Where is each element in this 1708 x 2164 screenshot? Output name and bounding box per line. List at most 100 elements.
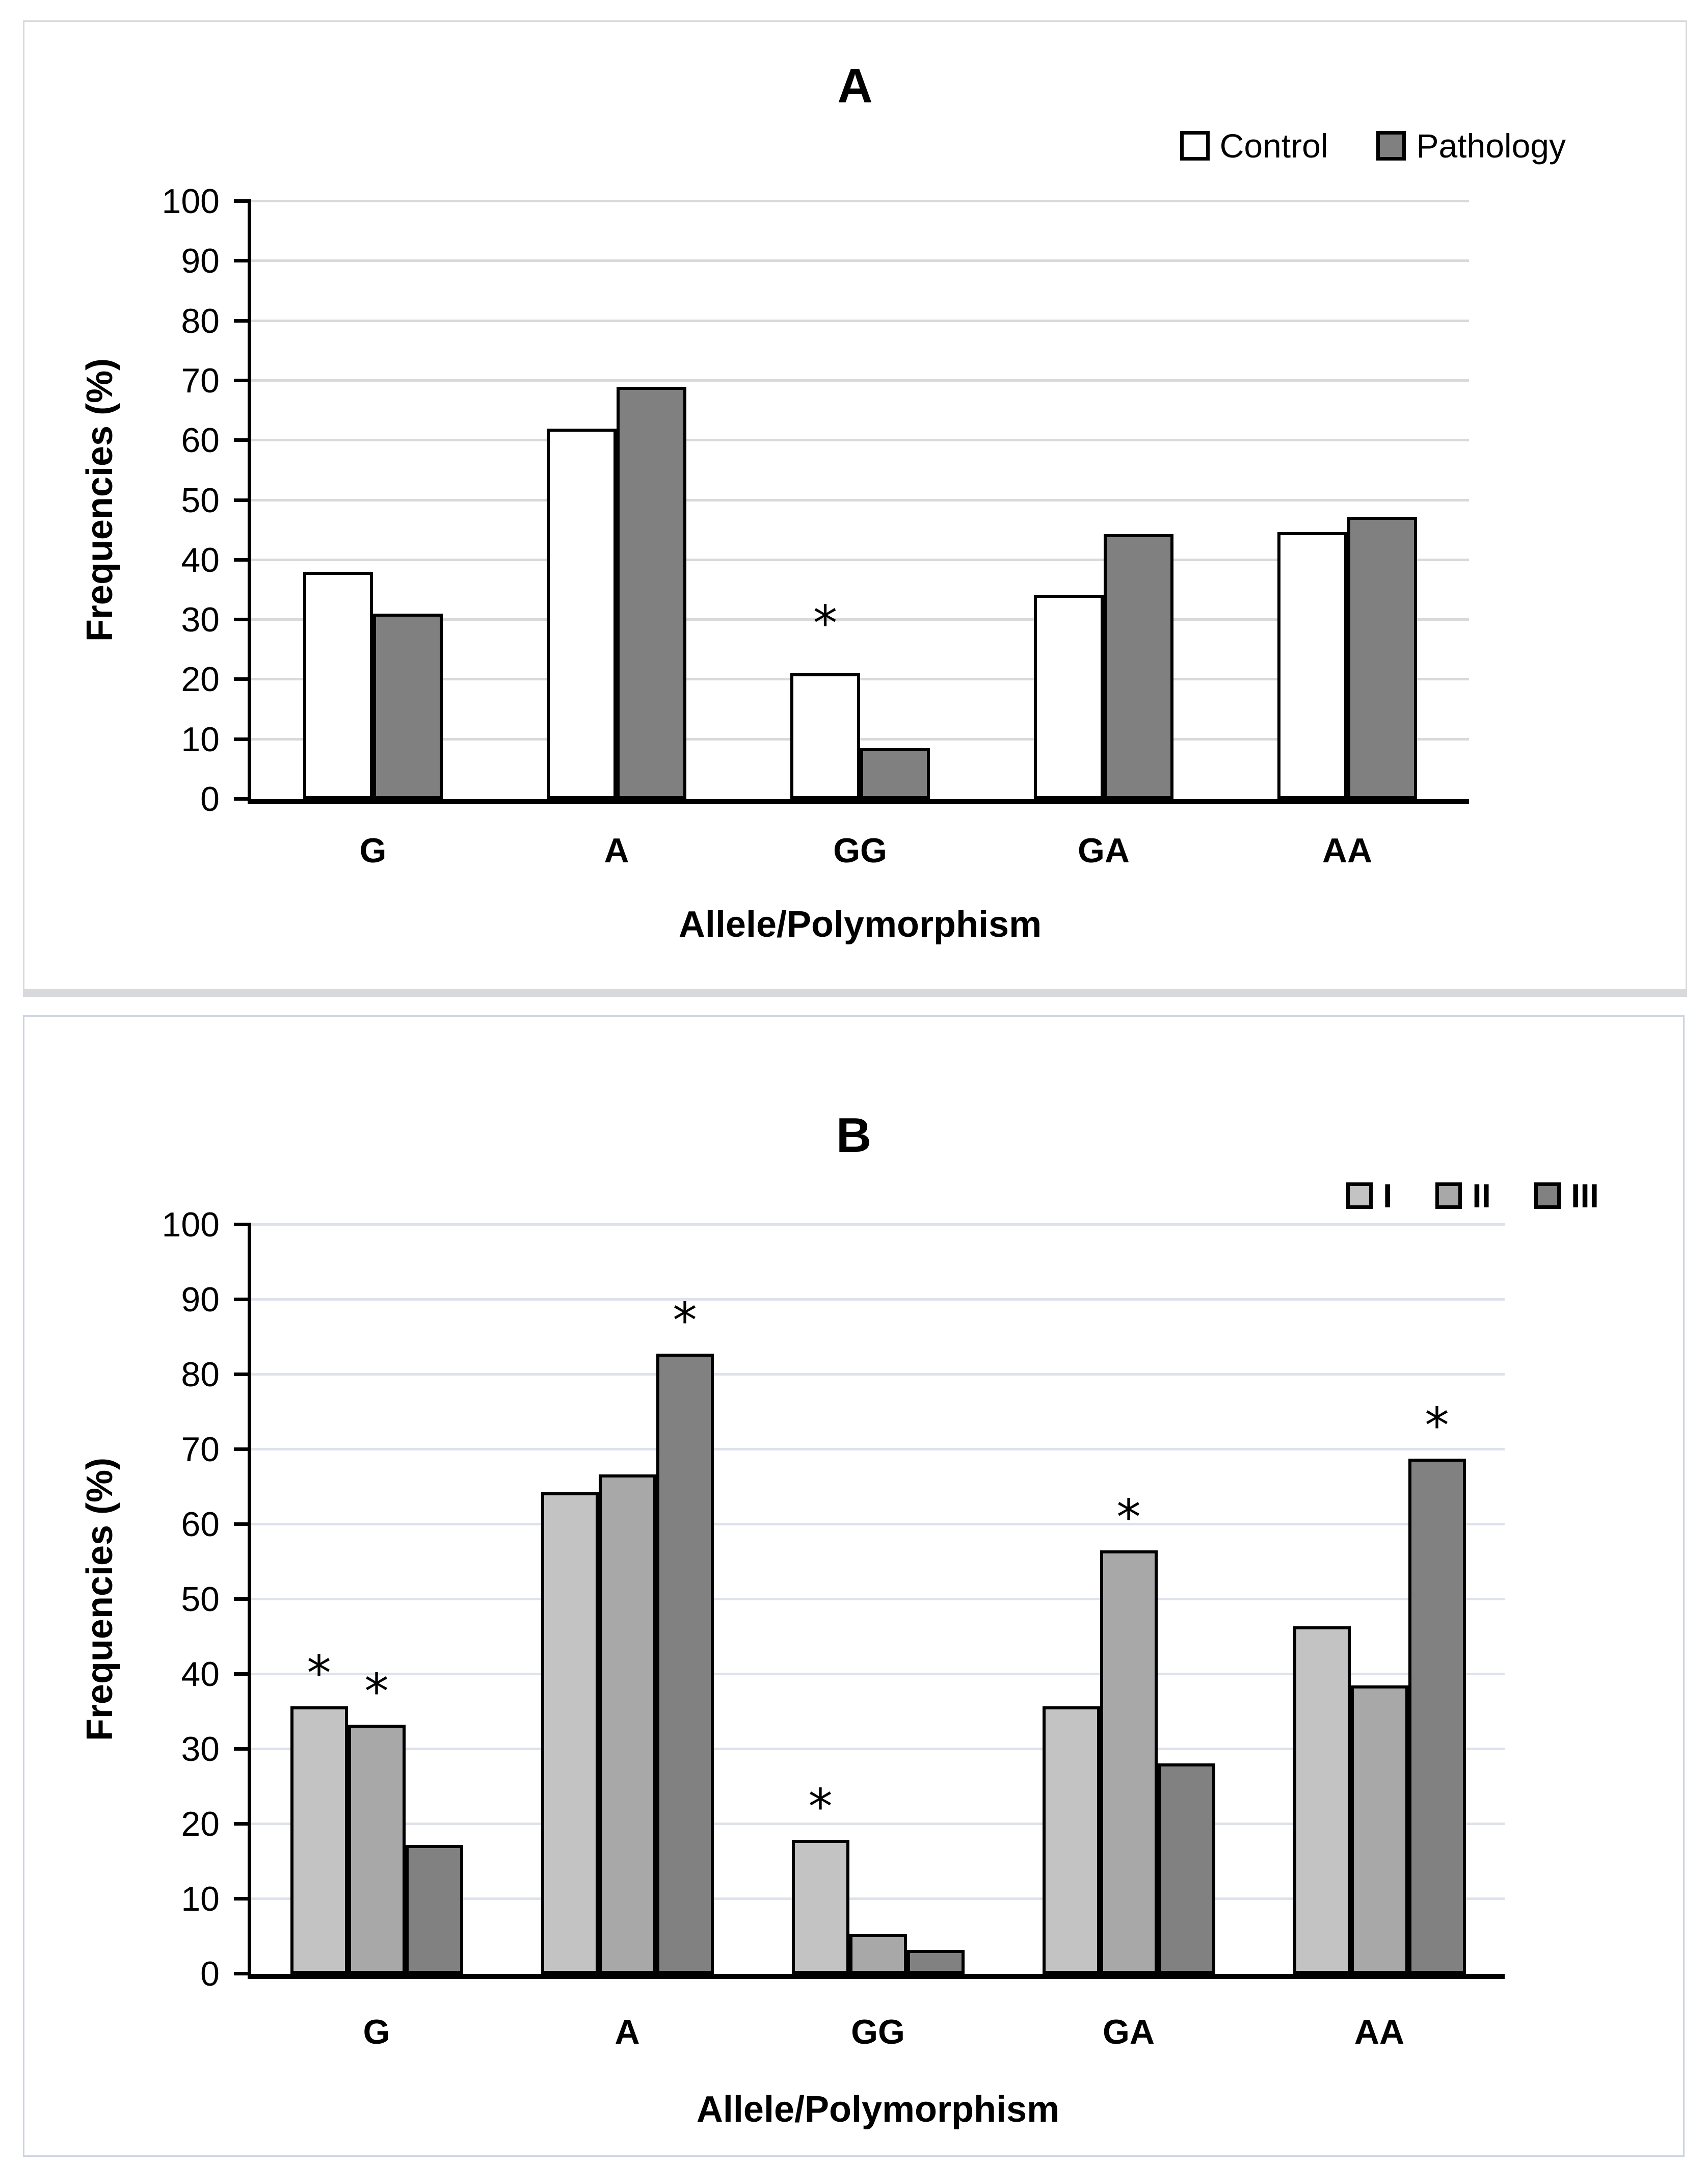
legend-item-III: III <box>1534 1179 1599 1212</box>
y-tickmark-60 <box>234 438 251 442</box>
category-label-A: A <box>615 2013 640 2051</box>
x-axis-line <box>248 799 1469 804</box>
bar-group-GG: * <box>753 1225 1003 1974</box>
legend-label-I: I <box>1382 1177 1393 1215</box>
legend-label-Pathology: Pathology <box>1416 127 1566 165</box>
bar-group-G <box>251 201 495 799</box>
bar-B-I-GG: * <box>791 1783 849 1974</box>
bar-B-III-A: * <box>656 1297 714 1974</box>
y-tickmark-90 <box>234 259 251 263</box>
y-tick-label-0: 0 <box>200 780 220 819</box>
significance-marker-G-II: * <box>364 1664 389 1720</box>
significance-marker-GG-I: * <box>808 1779 833 1835</box>
bar-groups: * * * * * * <box>251 1225 1505 1974</box>
y-tickmark-90 <box>234 1298 251 1301</box>
panel-b-title: B <box>836 1108 872 1163</box>
y-tickmark-100 <box>234 199 251 203</box>
y-tickmark-70 <box>234 1447 251 1451</box>
gridline-60 <box>251 1523 1505 1525</box>
bar-A-Pathology-GG <box>860 748 930 799</box>
y-tick-label-30: 30 <box>181 1730 220 1769</box>
y-tick-label-10: 10 <box>181 1880 220 1918</box>
y-tick-label-30: 30 <box>181 600 220 640</box>
y-axis-line <box>248 200 251 804</box>
bar-A-Pathology-GA <box>1104 534 1173 799</box>
category-label-G: G <box>359 831 387 870</box>
significance-marker-AA-III: * <box>1425 1397 1449 1454</box>
significance-marker-GA-II: * <box>1116 1490 1141 1546</box>
gridline-70 <box>251 379 1469 382</box>
gridline-80 <box>251 1373 1505 1376</box>
bar-A-Pathology-AA <box>1347 517 1417 799</box>
y-tickmark-70 <box>234 378 251 382</box>
y-tickmark-20 <box>234 1822 251 1826</box>
gridline-80 <box>251 319 1469 322</box>
y-tickmark-30 <box>234 618 251 622</box>
y-tickmark-0 <box>234 797 251 801</box>
bar-groups: * <box>251 201 1469 799</box>
panel-b-legend: I II III <box>1346 1179 1599 1212</box>
panel-a-plot-area: 0 10 20 30 40 50 60 70 80 90 100 * <box>162 184 1469 816</box>
y-tickmark-80 <box>234 1373 251 1376</box>
bar-B-II-GA: * <box>1100 1494 1158 1974</box>
y-tick-label-90: 90 <box>181 242 220 281</box>
gridline-20 <box>251 1823 1505 1825</box>
bar-B-II-GG <box>849 1934 907 1974</box>
y-tick-label-0: 0 <box>200 1955 220 1993</box>
bar-group-A: * <box>502 1225 753 1974</box>
legend-item-Pathology: Pathology <box>1376 129 1566 163</box>
y-tick-label-50: 50 <box>181 1580 220 1619</box>
legend-item-I: I <box>1346 1179 1392 1212</box>
category-label-AA: AA <box>1354 2013 1405 2051</box>
y-tickmark-80 <box>234 319 251 323</box>
y-tick-label-100: 100 <box>162 182 220 221</box>
x-axis-line <box>248 1974 1505 1979</box>
bar-B-II-G: * <box>348 1668 406 1974</box>
bar-group-GG: * <box>738 201 982 799</box>
panel-b-x-axis-title: Allele/Polymorphism <box>696 2089 1060 2130</box>
panel-a-title: A <box>837 59 873 113</box>
y-tick-label-80: 80 <box>181 1355 220 1394</box>
bar-B-III-GG <box>906 1949 965 1974</box>
panel-a-x-axis-title: Allele/Polymorphism <box>678 904 1042 945</box>
y-tickmark-10 <box>234 737 251 741</box>
legend-label-III: III <box>1570 1177 1599 1215</box>
legend-swatch-III <box>1534 1182 1561 1209</box>
y-tick-label-70: 70 <box>181 361 220 400</box>
y-tick-label-60: 60 <box>181 1505 220 1544</box>
gridline-10 <box>251 737 1469 741</box>
legend-swatch-II <box>1435 1182 1462 1209</box>
panel-a: A Control Pathology Frequencies (%) 0 10 20… <box>23 20 1687 997</box>
category-label-AA: AA <box>1322 831 1373 870</box>
bar-group-A <box>495 201 738 799</box>
gridline-50 <box>251 498 1469 502</box>
gridline-40 <box>251 558 1469 561</box>
legend-item-II: II <box>1435 1179 1491 1212</box>
gridline-100 <box>251 200 1469 202</box>
y-tickmark-10 <box>234 1897 251 1901</box>
bar-B-III-G <box>405 1845 463 1974</box>
gridline-90 <box>251 1298 1505 1301</box>
legend-swatch-Control <box>1180 131 1210 161</box>
category-label-G: G <box>363 2013 390 2051</box>
y-tick-label-50: 50 <box>181 481 220 520</box>
legend-swatch-Pathology <box>1376 131 1406 161</box>
gridline-90 <box>251 259 1469 262</box>
bar-group-G: * * <box>251 1225 502 1974</box>
y-tickmark-40 <box>234 558 251 562</box>
bar-A-Control-GA <box>1034 594 1104 799</box>
bar-group-GA: * <box>1003 1225 1254 1974</box>
bar-A-Control-GG: * <box>790 599 860 799</box>
gridline-100 <box>251 1223 1505 1226</box>
y-tick-label-40: 40 <box>181 540 220 579</box>
y-tickmark-30 <box>234 1747 251 1751</box>
significance-marker-A-III: * <box>673 1292 697 1349</box>
y-tick-label-100: 100 <box>162 1205 220 1244</box>
y-tick-label-70: 70 <box>181 1430 220 1469</box>
bar-B-I-A <box>541 1492 599 1974</box>
bar-B-I-AA <box>1293 1626 1351 1974</box>
legend-label-Control: Control <box>1219 127 1328 165</box>
y-tick-label-20: 20 <box>181 660 220 699</box>
bar-A-Control-AA <box>1277 532 1347 799</box>
